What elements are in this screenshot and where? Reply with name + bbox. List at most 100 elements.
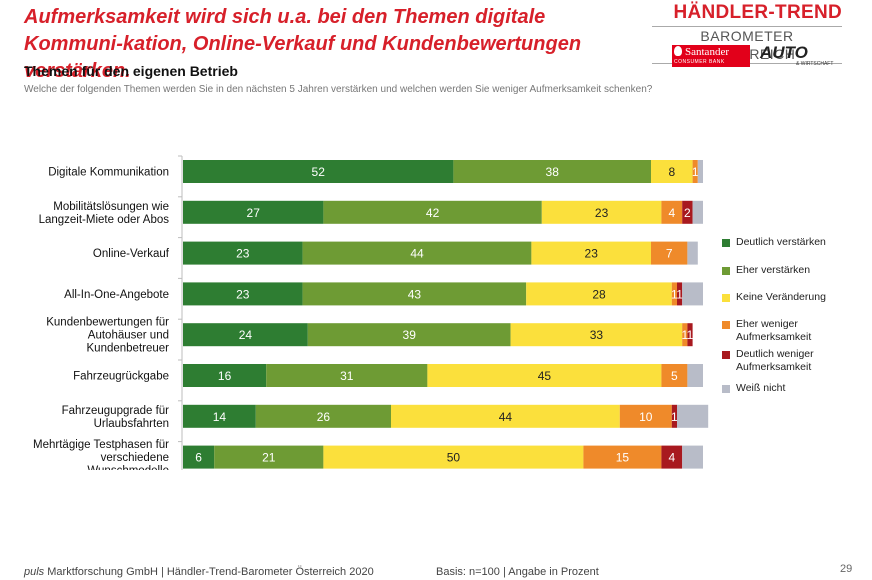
footer-source-text: Marktforschung GmbH | Händler-Trend-Baro…	[44, 566, 374, 578]
category-label: All-In-One-Angebote	[64, 289, 169, 301]
bar-segment	[302, 241, 532, 265]
data-label: 26	[317, 410, 331, 424]
data-label: 31	[340, 369, 354, 383]
bar-segment	[651, 160, 693, 183]
data-label: 42	[426, 206, 440, 220]
legend-swatch	[722, 294, 730, 302]
data-label: 16	[218, 369, 232, 383]
bar-segment	[687, 241, 698, 265]
data-label: 1	[692, 165, 699, 179]
legend-item: Eher weniger Aufmerksamkeit	[722, 318, 862, 344]
legend-label: Weiß nicht	[736, 382, 786, 394]
data-label: 44	[499, 410, 513, 424]
category-label: Mobilitätslösungen wie Langzeit-Miete ode…	[39, 201, 170, 226]
bar-segment	[255, 404, 391, 428]
bar-segment	[183, 241, 303, 265]
data-label: 23	[236, 287, 250, 301]
category-label-line: Mehrtägige Testphasen für	[33, 439, 169, 451]
bar-segment	[183, 160, 454, 183]
bar-segment	[541, 200, 662, 224]
bar-segment	[671, 404, 677, 428]
category-label-line: verschiedene	[101, 452, 169, 464]
data-label: 15	[616, 451, 630, 465]
bar-segment	[671, 282, 677, 306]
page-number: 29	[840, 563, 853, 575]
legend-label: Keine Veränderung	[736, 291, 826, 303]
data-label: 27	[247, 206, 261, 220]
bar-segment	[692, 200, 703, 224]
bar-segment	[682, 445, 703, 469]
data-label: 1	[671, 287, 678, 301]
category-label-line: Autohäuser und	[88, 330, 169, 342]
footer-basis: Basis: n=100 | Angabe in Prozent	[436, 566, 599, 578]
bar-segment	[682, 282, 703, 306]
category-label: Online-Verkauf	[93, 248, 170, 260]
auto-logo: AUTO	[760, 43, 808, 62]
data-label: 24	[239, 328, 253, 342]
category-label: Fahrzeugrückgabe	[73, 371, 169, 383]
survey-question: Welche der folgenden Themen werden Sie i…	[24, 84, 653, 95]
legend-label: Eher verstärken	[736, 264, 811, 276]
data-label: 5	[671, 369, 678, 383]
bar-segment	[427, 364, 662, 387]
data-label: 23	[595, 206, 609, 220]
bar-segment	[531, 241, 651, 265]
legend-item: Deutlich weniger Aufmerksamkeit	[722, 348, 862, 374]
legend-swatch	[722, 351, 730, 359]
legend-label: Eher weniger Aufmerksamkeit	[736, 318, 812, 343]
flame-icon	[674, 46, 682, 56]
data-label: 8	[668, 165, 675, 179]
bar-segment	[183, 404, 256, 428]
bar-segment	[391, 404, 620, 428]
data-label: 4	[668, 451, 675, 465]
santander-sub: CONSUMER BANK	[674, 59, 725, 65]
legend-swatch	[722, 239, 730, 247]
bar-segment	[183, 364, 267, 387]
category-label-line: Wunschmodelle	[87, 465, 169, 470]
data-label: 10	[639, 410, 653, 424]
legend-swatch	[722, 385, 730, 393]
data-label: 23	[236, 247, 250, 261]
legend-swatch	[722, 267, 730, 275]
data-label: 43	[408, 287, 422, 301]
bar-segment	[323, 445, 584, 469]
bar-segment	[307, 323, 511, 347]
santander-name: Santander	[685, 46, 729, 58]
bar-segment	[266, 364, 428, 387]
bar-segment	[687, 364, 703, 387]
bar-segment	[183, 445, 215, 469]
sponsor-logos: Santander CONSUMER BANK AUTO & WIRTSCHAF…	[672, 42, 844, 70]
category-label-line: Fahrzeugupgrade für	[62, 405, 170, 417]
chart-subtitle: Themen für den eigenen Betrieb	[24, 63, 238, 79]
data-label: 33	[590, 328, 604, 342]
bar-segment	[453, 160, 651, 183]
category-label-line: Langzeit-Miete oder Abos	[39, 214, 170, 226]
data-label: 38	[546, 165, 560, 179]
data-label: 14	[213, 410, 227, 424]
category-label-line: All-In-One-Angebote	[64, 289, 169, 301]
bar-segment	[583, 445, 662, 469]
data-label: 28	[592, 287, 606, 301]
data-label: 6	[195, 451, 202, 465]
bar-segment	[526, 282, 672, 306]
data-label: 39	[403, 328, 417, 342]
category-label: Mehrtägige Testphasen fürverschiedeneWun…	[33, 439, 169, 470]
bar-segment	[677, 282, 683, 306]
data-label: 1	[681, 328, 688, 342]
data-label: 1	[671, 410, 678, 424]
bar-segment	[677, 404, 709, 428]
bar-segment	[651, 241, 688, 265]
data-label: 21	[262, 451, 276, 465]
legend-item: Weiß nicht	[722, 382, 862, 395]
data-label: 52	[312, 165, 326, 179]
data-label: 7	[666, 247, 673, 261]
data-label: 4	[668, 206, 675, 220]
category-label-line: Online-Verkauf	[93, 248, 170, 260]
brand-title: HÄNDLER-TREND	[673, 2, 842, 23]
category-label: Kundenbewertungen für Autohäuser und Kunde…	[46, 317, 169, 355]
bar-segment	[697, 160, 703, 183]
data-label: 1	[687, 328, 694, 342]
legend-label: Deutlich weniger Aufmerksamkeit	[736, 348, 814, 373]
santander-logo: Santander CONSUMER BANK	[672, 45, 750, 67]
category-label-line: Kundenbetreuer	[87, 343, 170, 355]
